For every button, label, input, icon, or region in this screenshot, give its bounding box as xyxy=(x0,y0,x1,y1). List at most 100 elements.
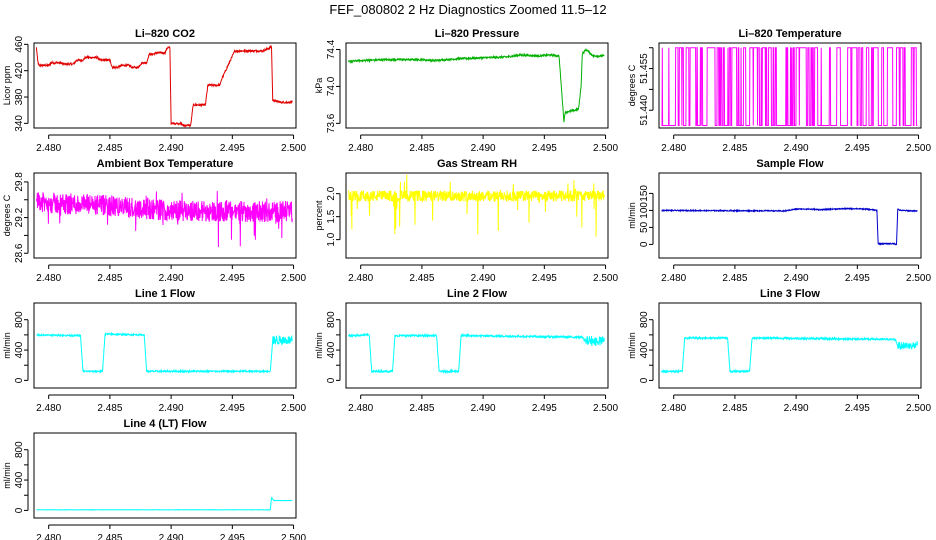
x-tick-label: 2.485 xyxy=(97,143,122,154)
panel-8: Line 2 Flow 2.480 2.485 2.490 2.495 2.500 0 400… xyxy=(314,288,618,414)
x-tick-label: 2.485 xyxy=(97,403,122,414)
y-tick-label: 0 xyxy=(14,377,25,383)
x-tick-label: 2.495 xyxy=(845,143,870,154)
panel-9: Line 3 Flow 2.480 2.485 2.490 2.495 2.500 0 400… xyxy=(627,288,931,414)
x-tick-label: 2.500 xyxy=(906,143,931,154)
x-tick-label: 2.495 xyxy=(532,143,557,154)
x-tick-label: 2.485 xyxy=(409,143,434,154)
y-tick-label: 400 xyxy=(326,341,337,358)
y-tick-label: 800 xyxy=(639,311,650,328)
series-line xyxy=(35,44,293,128)
x-tick-label: 2.500 xyxy=(593,143,618,154)
y-axis-label: ml/min xyxy=(2,462,12,489)
y-tick-label: 400 xyxy=(14,341,25,358)
x-tick-label: 2.490 xyxy=(784,273,809,284)
x-tick-label: 2.500 xyxy=(906,403,931,414)
y-tick-label: 380 xyxy=(14,88,25,105)
panel-title: Sample Flow xyxy=(756,158,824,170)
figure-title: FEF_080802 2 Hz Diagnostics Zoomed 11.5–… xyxy=(329,2,606,17)
x-tick-label: 2.485 xyxy=(97,533,122,540)
y-tick-label: 50 xyxy=(639,221,650,233)
x-tick-label: 2.490 xyxy=(159,273,184,284)
plot-frame xyxy=(33,42,297,129)
y-tick-label: 420 xyxy=(14,62,25,79)
x-tick-label: 2.500 xyxy=(281,403,306,414)
y-axis-label: degrees C xyxy=(627,64,637,106)
y-axis-label: degrees C xyxy=(2,194,12,236)
x-tick-label: 2.495 xyxy=(220,403,245,414)
y-tick-label: 0 xyxy=(326,377,337,383)
panel-4: Ambient Box Temperature 2.480 2.485 2.490 2.… xyxy=(2,158,306,284)
panel-grid: Li–820 CO2 2.480 2.485 2.490 2.495 2.500 340 38… xyxy=(2,28,931,540)
x-tick-label: 2.480 xyxy=(661,143,686,154)
x-tick-label: 2.480 xyxy=(348,403,373,414)
series-line xyxy=(660,335,918,374)
x-tick-label: 2.500 xyxy=(593,273,618,284)
x-tick-label: 2.480 xyxy=(36,403,61,414)
panel-5: Gas Stream RH 2.480 2.485 2.490 2.495 2.500 1.… xyxy=(314,158,618,284)
x-tick-label: 2.485 xyxy=(97,273,122,284)
plot-frame xyxy=(658,302,922,389)
panel-title: Li–820 Pressure xyxy=(435,28,519,40)
x-tick-label: 2.495 xyxy=(532,403,557,414)
y-tick-label: 340 xyxy=(14,115,25,132)
y-tick-label: 1.0 xyxy=(326,232,337,246)
plot-frame xyxy=(33,172,297,259)
y-tick-label: 0 xyxy=(639,241,650,247)
y-tick-label: 74.0 xyxy=(326,76,337,96)
y-tick-label: 400 xyxy=(639,341,650,358)
x-tick-label: 2.490 xyxy=(471,273,496,284)
plot-frame xyxy=(345,172,609,259)
x-tick-label: 2.485 xyxy=(409,273,434,284)
y-tick-label: 400 xyxy=(14,471,25,488)
panel-title: Li–820 CO2 xyxy=(135,28,195,40)
x-tick-label: 2.485 xyxy=(722,273,747,284)
y-axis-label: kPa xyxy=(314,78,324,94)
x-tick-label: 2.500 xyxy=(281,273,306,284)
panel-2: Li–820 Pressure 2.480 2.485 2.490 2.495 2.500… xyxy=(314,28,618,154)
y-tick-label: 51.455 xyxy=(639,53,650,84)
x-tick-label: 2.480 xyxy=(661,403,686,414)
y-tick-label: 29.2 xyxy=(14,207,25,227)
y-tick-label: 460 xyxy=(14,36,25,53)
panel-title: Line 3 Flow xyxy=(760,288,820,300)
x-tick-label: 2.500 xyxy=(281,143,306,154)
series-line xyxy=(35,191,293,248)
series-line xyxy=(36,331,293,374)
plot-frame xyxy=(33,432,297,519)
x-tick-label: 2.490 xyxy=(471,143,496,154)
x-tick-label: 2.480 xyxy=(348,273,373,284)
x-tick-label: 2.485 xyxy=(409,403,434,414)
plot-frame xyxy=(658,172,922,259)
panel-6: Sample Flow 2.480 2.485 2.490 2.495 2.500 0 50 1… xyxy=(627,158,931,284)
y-tick-label: 51.440 xyxy=(639,94,650,125)
x-tick-label: 2.495 xyxy=(220,143,245,154)
y-axis-label: ml/min xyxy=(314,332,324,359)
x-tick-label: 2.490 xyxy=(159,533,184,540)
x-tick-label: 2.495 xyxy=(532,273,557,284)
y-tick-label: 0 xyxy=(14,507,25,513)
x-tick-label: 2.495 xyxy=(220,273,245,284)
y-axis-label: ml/min xyxy=(2,332,12,359)
x-tick-label: 2.480 xyxy=(36,533,61,540)
y-tick-label: 800 xyxy=(14,311,25,328)
panel-title: Line 1 Flow xyxy=(135,288,195,300)
x-tick-label: 2.480 xyxy=(348,143,373,154)
x-tick-label: 2.490 xyxy=(159,403,184,414)
y-tick-label: 28.6 xyxy=(14,243,25,263)
panel-3: Li–820 Temperature 2.480 2.485 2.490 2.495 2.… xyxy=(627,28,931,154)
series-line xyxy=(661,47,918,126)
x-tick-label: 2.495 xyxy=(220,533,245,540)
panel-title: Ambient Box Temperature xyxy=(97,158,234,170)
y-tick-label: 800 xyxy=(326,311,337,328)
plot-frame xyxy=(658,42,922,129)
series-line xyxy=(347,48,605,123)
plot-frame xyxy=(345,302,609,389)
panel-10: Line 4 (LT) Flow 2.480 2.485 2.490 2.495 2.50… xyxy=(2,418,306,540)
y-axis-label: ml/min xyxy=(627,202,637,229)
x-tick-label: 2.490 xyxy=(471,403,496,414)
y-axis-label: ml/min xyxy=(627,332,637,359)
x-tick-label: 2.490 xyxy=(159,143,184,154)
panel-1: Li–820 CO2 2.480 2.485 2.490 2.495 2.500 340 38… xyxy=(2,28,306,154)
